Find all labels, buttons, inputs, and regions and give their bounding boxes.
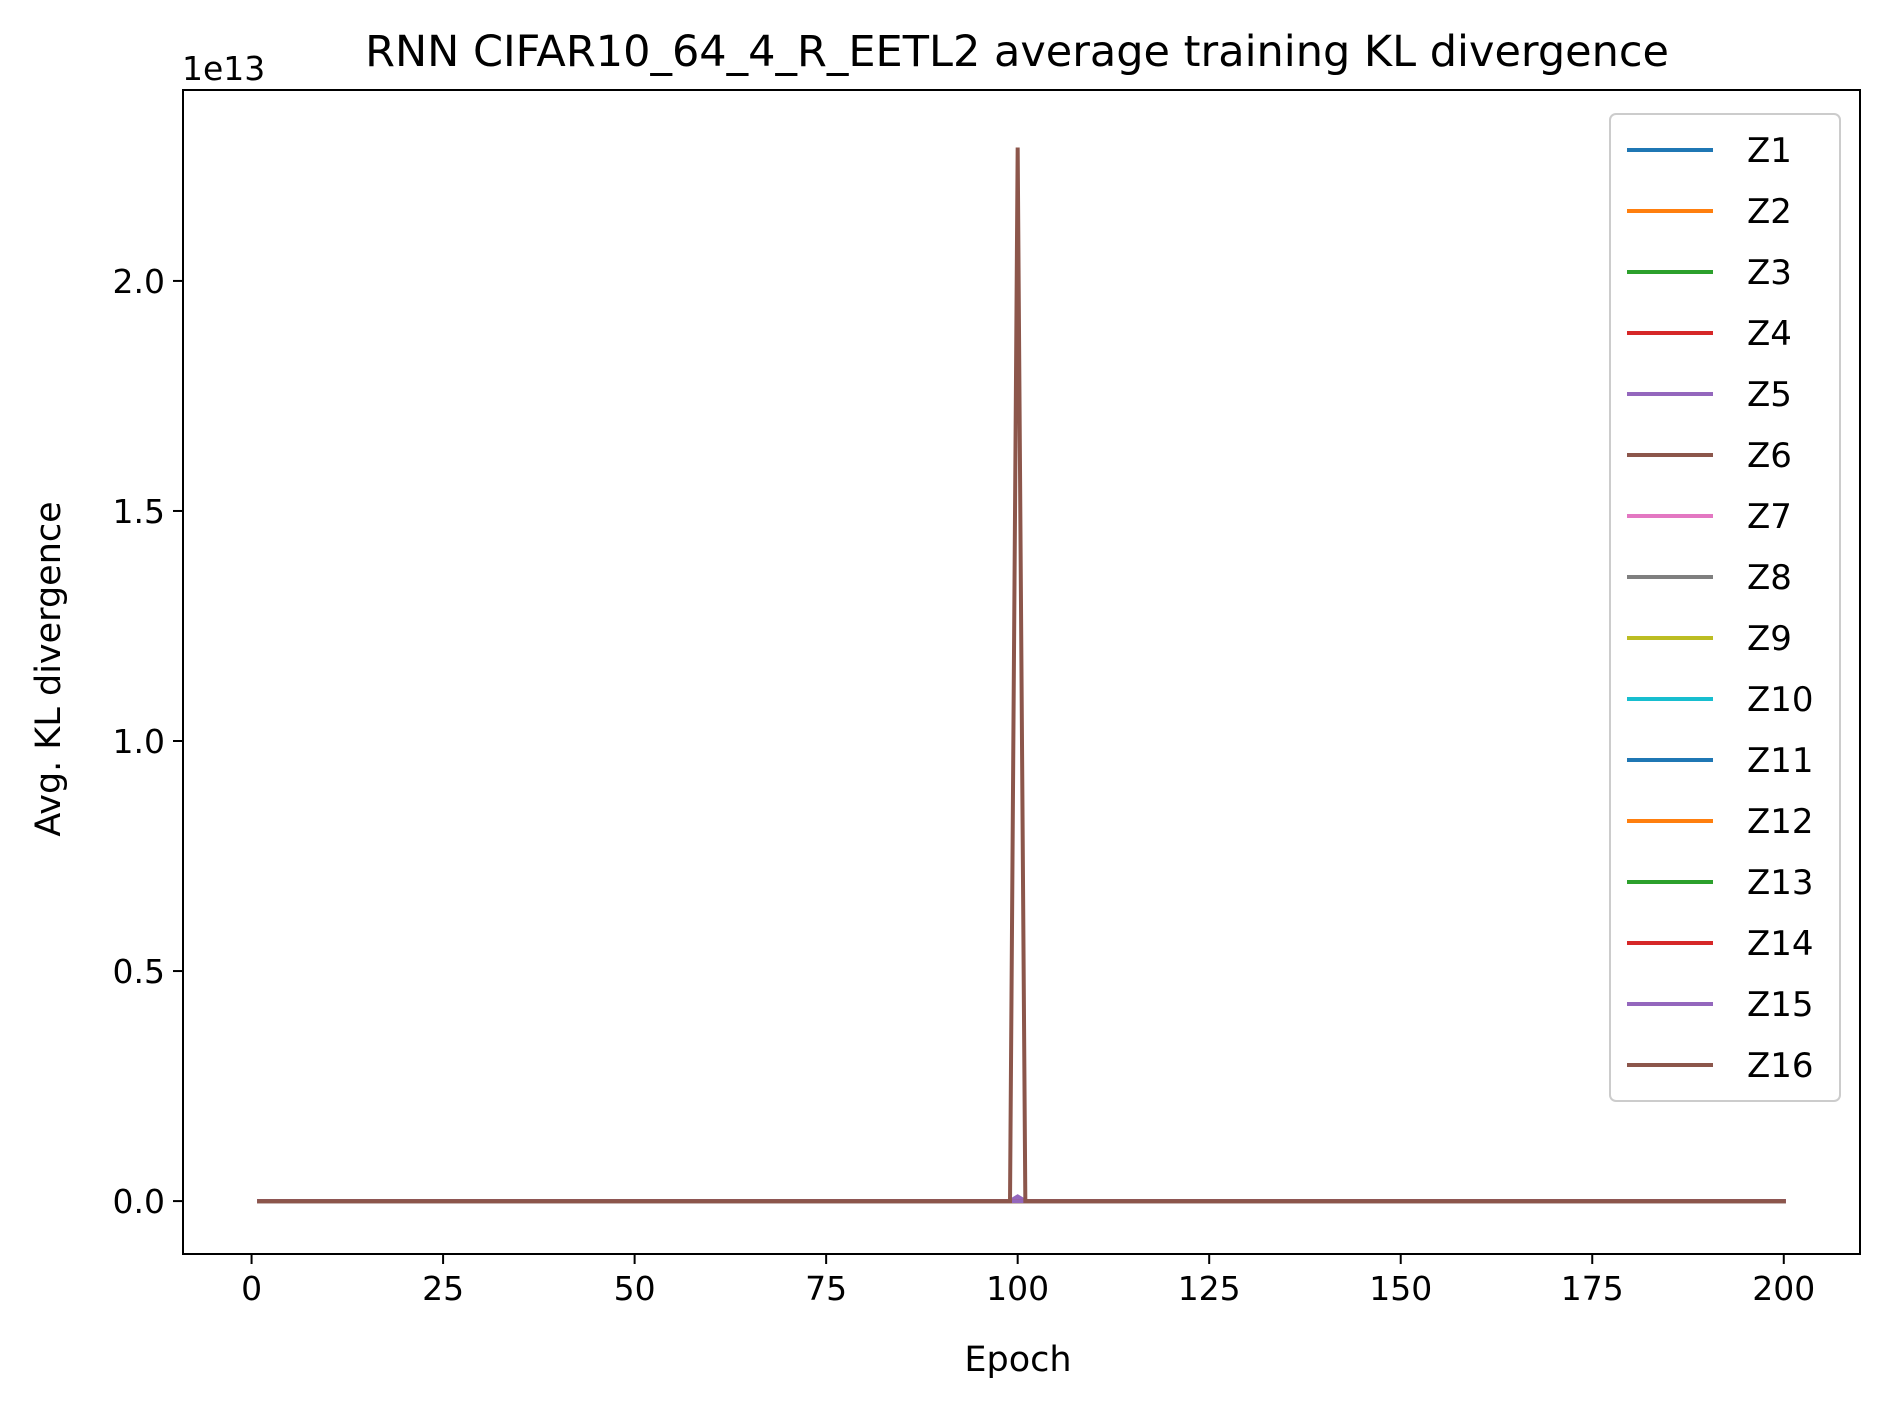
x-tick-label: 125: [1178, 1269, 1241, 1308]
legend-label-z15: Z15: [1747, 985, 1814, 1025]
x-tick-label: 150: [1369, 1269, 1432, 1308]
y-axis-title: Avg. KL divergence: [29, 501, 69, 836]
legend-label-z16: Z16: [1747, 1046, 1814, 1086]
legend-label-z5: Z5: [1747, 375, 1792, 415]
legend-label-z9: Z9: [1747, 619, 1792, 659]
x-tick-label: 50: [614, 1269, 656, 1308]
x-tick-label: 100: [986, 1269, 1049, 1308]
y-axis-ticks: 0.0 0.5 1.0 1.5 2.0: [113, 262, 183, 1221]
chart-title: RNN CIFAR10_64_4_R_EETL2 average trainin…: [365, 27, 1669, 77]
y-tick-label: 0.5: [113, 952, 165, 991]
legend-items: Z1 Z2 Z3 Z4 Z5 Z6 Z7 Z8 Z9 Z10 Z11 Z12 Z13 Z14 Z15 Z16: [1627, 131, 1814, 1086]
y-tick-label: 2.0: [113, 262, 165, 301]
legend-label-z1: Z1: [1747, 131, 1792, 171]
y-tick-label: 1.5: [113, 492, 165, 531]
x-tick-label: 175: [1561, 1269, 1624, 1308]
y-tick-label: 0.0: [113, 1182, 165, 1221]
legend-label-z7: Z7: [1747, 497, 1792, 537]
y-axis-offset-label: 1e13: [182, 49, 265, 88]
legend-label-z8: Z8: [1747, 558, 1792, 598]
series-line-z16: [257, 147, 1786, 1204]
legend-label-z14: Z14: [1747, 924, 1814, 964]
plot-lines: [257, 147, 1786, 1204]
legend-label-z12: Z12: [1747, 802, 1814, 842]
legend-label-z6: Z6: [1747, 436, 1792, 476]
legend-label-z4: Z4: [1747, 314, 1792, 354]
x-axis-title: Epoch: [964, 1340, 1071, 1380]
y-tick-label: 1.0: [113, 722, 165, 761]
legend-label-z10: Z10: [1747, 680, 1814, 720]
legend-label-z11: Z11: [1747, 741, 1814, 781]
legend-label-z3: Z3: [1747, 253, 1792, 293]
legend-box: [1609, 113, 1841, 1102]
x-tick-label: 25: [422, 1269, 464, 1308]
x-axis-ticks: 0 25 50 75 100 125 150 175 200: [241, 1254, 1815, 1308]
x-tick-label: 0: [241, 1269, 262, 1308]
x-tick-label: 75: [805, 1269, 847, 1308]
plot-frame: [182, 89, 1861, 1255]
legend-label-z13: Z13: [1747, 863, 1814, 903]
legend-label-z2: Z2: [1747, 192, 1792, 232]
x-tick-label: 200: [1752, 1269, 1815, 1308]
legend: Z1 Z2 Z3 Z4 Z5 Z6 Z7 Z8 Z9 Z10 Z11 Z12 Z13 Z14 Z15 Z16: [1609, 113, 1841, 1102]
